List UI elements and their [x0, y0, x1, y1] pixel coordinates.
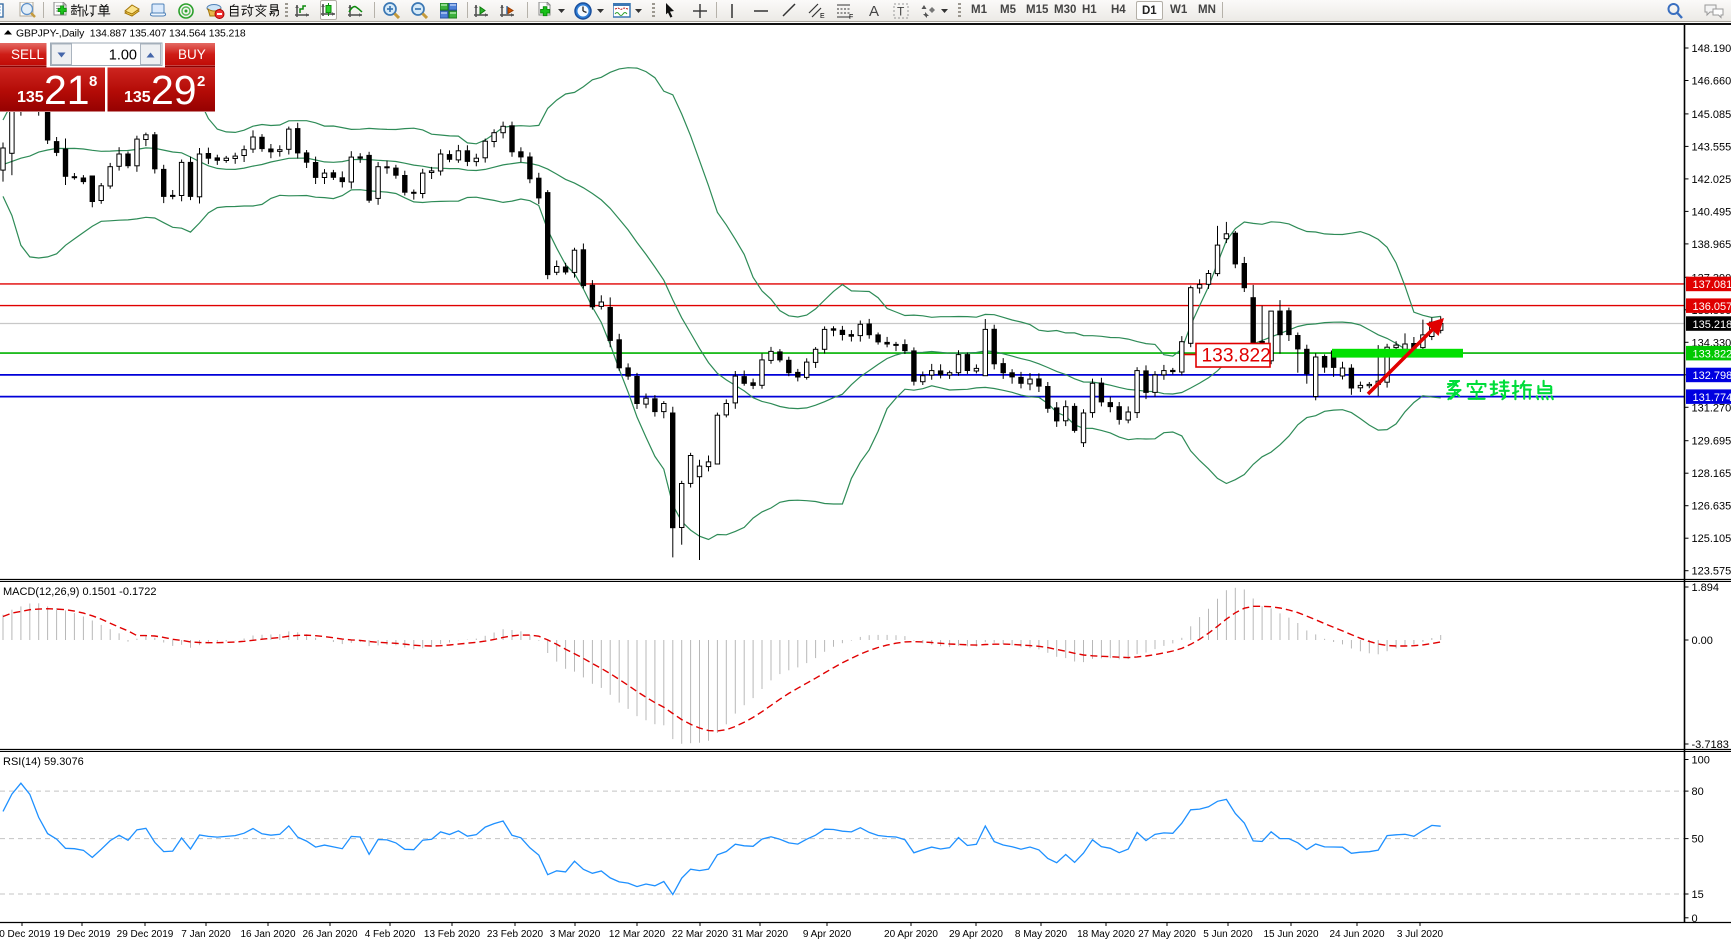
svg-text:80: 80 — [1692, 786, 1704, 798]
svg-text:133.822: 133.822 — [1693, 348, 1731, 360]
svg-text:A: A — [869, 3, 879, 18]
svg-text:3 Mar 2020: 3 Mar 2020 — [550, 929, 601, 940]
svg-text:131.270: 131.270 — [1692, 402, 1731, 414]
svg-text:29 Apr 2020: 29 Apr 2020 — [949, 929, 1003, 940]
svg-text:MACD(12,26,9) 0.1501 -0.1722: MACD(12,26,9) 0.1501 -0.1722 — [3, 586, 156, 598]
svg-text:26 Jan 2020: 26 Jan 2020 — [302, 929, 357, 940]
svg-text:SELL: SELL — [11, 47, 45, 62]
svg-text:10 Dec 2019: 10 Dec 2019 — [0, 929, 51, 940]
svg-text:T: T — [897, 4, 905, 18]
svg-text:8: 8 — [89, 73, 97, 90]
svg-text:13 Feb 2020: 13 Feb 2020 — [424, 929, 481, 940]
svg-text:140.495: 140.495 — [1692, 206, 1731, 218]
svg-text:E: E — [820, 13, 825, 19]
svg-text:123.575: 123.575 — [1692, 566, 1731, 578]
svg-text:145.085: 145.085 — [1692, 109, 1731, 121]
svg-text:5 Jun 2020: 5 Jun 2020 — [1203, 929, 1253, 940]
svg-text:19 Dec 2019: 19 Dec 2019 — [54, 929, 111, 940]
svg-text:16 Jan 2020: 16 Jan 2020 — [240, 929, 295, 940]
svg-text:8 May 2020: 8 May 2020 — [1015, 929, 1068, 940]
svg-text:1.00: 1.00 — [109, 48, 137, 64]
svg-text:23 Feb 2020: 23 Feb 2020 — [487, 929, 544, 940]
svg-text:12 Mar 2020: 12 Mar 2020 — [609, 929, 666, 940]
svg-text:125.105: 125.105 — [1692, 533, 1731, 545]
svg-text:BUY: BUY — [178, 47, 206, 62]
svg-text:138.965: 138.965 — [1692, 239, 1731, 251]
svg-text:24 Jun 2020: 24 Jun 2020 — [1329, 929, 1384, 940]
svg-text:129.695: 129.695 — [1692, 436, 1731, 448]
svg-text:9 Apr 2020: 9 Apr 2020 — [803, 929, 852, 940]
svg-text:133.822: 133.822 — [1202, 346, 1271, 367]
svg-text:3 Jul 2020: 3 Jul 2020 — [1397, 929, 1444, 940]
svg-text:128.165: 128.165 — [1692, 468, 1731, 480]
svg-text:146.660: 146.660 — [1692, 76, 1731, 88]
svg-text:F: F — [849, 14, 853, 19]
svg-text:-3.7183: -3.7183 — [1692, 739, 1729, 751]
svg-text:4 Feb 2020: 4 Feb 2020 — [365, 929, 416, 940]
svg-text:142.025: 142.025 — [1692, 174, 1731, 186]
svg-text:136.057: 136.057 — [1693, 301, 1731, 313]
svg-text:7 Jan 2020: 7 Jan 2020 — [181, 929, 231, 940]
svg-text:21: 21 — [44, 67, 90, 113]
svg-text:131.774: 131.774 — [1693, 392, 1731, 404]
svg-text:148.190: 148.190 — [1692, 43, 1731, 55]
svg-text:0: 0 — [1692, 913, 1698, 925]
svg-text:15: 15 — [1692, 889, 1704, 901]
svg-text:29: 29 — [151, 67, 197, 113]
svg-text:1.894: 1.894 — [1692, 582, 1720, 594]
svg-text:31 Mar 2020: 31 Mar 2020 — [732, 929, 789, 940]
svg-text:135: 135 — [124, 89, 151, 106]
svg-text:135.218: 135.218 — [1693, 319, 1731, 331]
svg-text:15 Jun 2020: 15 Jun 2020 — [1263, 929, 1318, 940]
svg-text:0.00: 0.00 — [1692, 635, 1713, 647]
svg-text:126.635: 126.635 — [1692, 501, 1731, 513]
svg-text:27 May 2020: 27 May 2020 — [1138, 929, 1196, 940]
svg-text:RSI(14) 59.3076: RSI(14) 59.3076 — [3, 756, 84, 768]
svg-text:2: 2 — [197, 73, 205, 90]
svg-text:132.798: 132.798 — [1693, 370, 1731, 382]
svg-text:50: 50 — [1692, 834, 1704, 846]
svg-text:100: 100 — [1692, 755, 1710, 767]
svg-text:29 Dec 2019: 29 Dec 2019 — [117, 929, 174, 940]
svg-text:135: 135 — [17, 89, 44, 106]
svg-text:GBPJPY-,Daily 134.887 135.407: GBPJPY-,Daily 134.887 135.407 134.564 13… — [16, 29, 246, 40]
svg-text:22 Mar 2020: 22 Mar 2020 — [672, 929, 729, 940]
svg-text:143.555: 143.555 — [1692, 141, 1731, 153]
svg-text:18 May 2020: 18 May 2020 — [1077, 929, 1135, 940]
svg-text:137.081: 137.081 — [1693, 279, 1731, 291]
svg-text:20 Apr 2020: 20 Apr 2020 — [884, 929, 938, 940]
